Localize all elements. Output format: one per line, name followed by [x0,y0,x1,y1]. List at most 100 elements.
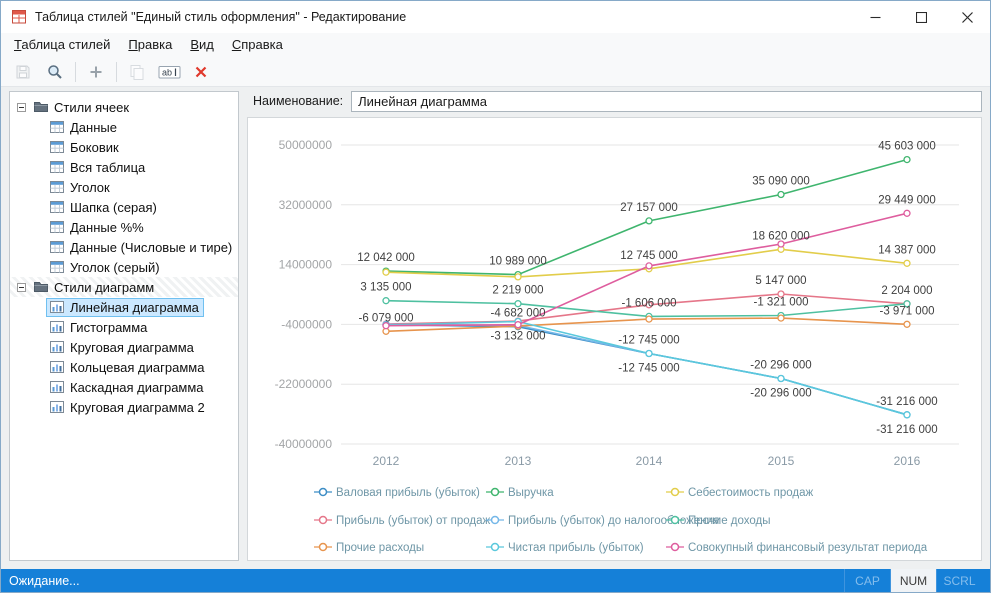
rename-button[interactable]: ab [155,59,183,85]
cell-style-icon [49,139,65,155]
legend-marker-icon [490,487,500,497]
add-button[interactable] [82,59,110,85]
tree-item[interactable]: Уголок [10,177,238,197]
tree-item[interactable]: Шапка (серая) [10,197,238,217]
tree-item-label: Данные [70,119,117,135]
title-bar[interactable]: Таблица стилей "Единый стиль оформления"… [1,1,990,33]
data-point-label: 18 620 000 [752,230,810,242]
tree-item-row[interactable]: Круговая диаграмма [46,338,199,357]
menu-item-1[interactable]: Таблица стилей [14,37,111,52]
name-input[interactable] [351,90,982,112]
cell-style-icon [49,159,65,175]
tree-item-label: Данные %% [70,219,144,235]
tree-item[interactable]: Круговая диаграмма 2 [10,397,238,417]
data-point-label: -1 321 000 [754,297,809,309]
y-axis-tick-label: 50000000 [279,138,333,152]
menu-bar: Таблица стилей Правка Вид Справка [1,33,990,57]
legend-marker-icon [318,515,328,525]
y-axis-tick-label: -22000000 [275,377,333,391]
tree-item[interactable]: Кольцевая диаграмма [10,357,238,377]
tree-item-label: Уголок (серый) [70,259,160,275]
maximize-button[interactable] [898,1,944,33]
client-area: Стили ячеек Данные Боковик Вся таблица Уголо… [1,87,990,569]
tree-item-row[interactable]: Данные %% [46,218,149,237]
tree-group[interactable]: Стили ячеек [10,97,238,117]
magnifier-icon [48,64,62,79]
data-point [382,268,390,276]
tree-item-row[interactable]: Уголок (серый) [46,258,165,277]
menu-item-2[interactable]: Правка [128,37,173,52]
tree-item[interactable]: Боковик [10,137,238,157]
close-button[interactable] [944,1,990,33]
preview-button[interactable] [41,59,69,85]
minimize-button[interactable] [852,1,898,33]
tree-item-row[interactable]: Гистограмма [46,318,152,337]
indicator-cap: CAP [844,569,890,592]
tree-item-row[interactable]: Шапка (серая) [46,198,162,217]
chart-style-icon [49,359,65,375]
data-point [777,240,785,248]
data-point-label: 2 219 000 [492,285,543,297]
y-axis-tick-label: -4000000 [281,317,332,331]
tree-item-row[interactable]: Вся таблица [46,158,150,177]
tree-group[interactable]: Стили диаграмм [10,277,238,297]
keyboard-indicators: CAP NUM SCRL [844,569,982,592]
data-point [645,315,653,323]
tree-group-label: Стили диаграмм [54,279,155,295]
x-axis-tick-label: 2012 [373,454,400,468]
tree-item-row[interactable]: Уголок [46,178,115,197]
maximize-icon [915,11,927,23]
tree-item-row[interactable]: Каскадная диаграмма [46,378,209,397]
copy-icon [130,64,144,80]
delete-button[interactable] [187,59,215,85]
tree-item[interactable]: Вся таблица [10,157,238,177]
copy-button[interactable] [123,59,151,85]
tree-item[interactable]: Линейная диаграмма [10,297,238,317]
cell-style-icon [49,219,65,235]
data-point-label: 29 449 000 [878,194,936,206]
data-point-label: -31 216 000 [876,424,937,436]
data-point-label: 35 090 000 [752,176,810,188]
legend-marker-icon [490,542,500,552]
chart-style-icon [49,299,65,315]
data-point-label: -12 745 000 [618,363,679,375]
legend-label: Прибыль (убыток) до налогообложения [508,515,719,527]
data-point-label: -31 216 000 [876,396,937,408]
tree-item[interactable]: Данные [10,117,238,137]
tree-item-row[interactable]: Данные [46,118,122,137]
tree-item-row[interactable]: Кольцевая диаграмма [46,358,209,377]
legend-marker-icon [318,542,328,552]
chart-style-icon [49,339,65,355]
data-point [514,273,522,281]
tree-item[interactable]: Данные (Числовые и тире) [10,237,238,257]
menu-item-4[interactable]: Справка [231,37,283,52]
tree-item[interactable]: Круговая диаграмма [10,337,238,357]
save-button[interactable] [9,59,37,85]
legend-marker-icon [490,515,500,525]
tree-item-row-selected[interactable]: Линейная диаграмма [46,297,204,317]
legend-marker-icon [670,542,680,552]
tree-item[interactable]: Гистограмма [10,317,238,337]
tree-group-row[interactable]: Стили диаграмм [30,278,159,297]
tree-group-row[interactable]: Стили ячеек [30,98,134,117]
tree-item-row[interactable]: Боковик [46,138,124,157]
cell-style-icon [49,119,65,135]
tree-expander-minus-icon[interactable] [17,102,26,112]
tree-group-label: Стили ячеек [54,99,130,115]
tree-item[interactable]: Данные %% [10,217,238,237]
data-point-label: 45 603 000 [878,141,936,153]
tree-item[interactable]: Каскадная диаграмма [10,377,238,397]
indicator-scrl: SCRL [936,569,982,592]
y-axis-tick-label: 14000000 [279,258,333,272]
tree-item-row[interactable]: Данные (Числовые и тире) [46,238,237,257]
menu-item-3[interactable]: Вид [190,37,214,52]
name-label: Наименование: [253,94,344,108]
folder-icon [33,279,49,295]
tree-item-label: Боковик [70,139,119,155]
tree-item-label: Кольцевая диаграмма [70,359,205,375]
tree-item-label: Гистограмма [70,319,148,335]
tree-item[interactable]: Уголок (серый) [10,257,238,277]
tree-expander-minus-icon[interactable] [17,282,26,292]
tree-item-row[interactable]: Круговая диаграмма 2 [46,398,210,417]
